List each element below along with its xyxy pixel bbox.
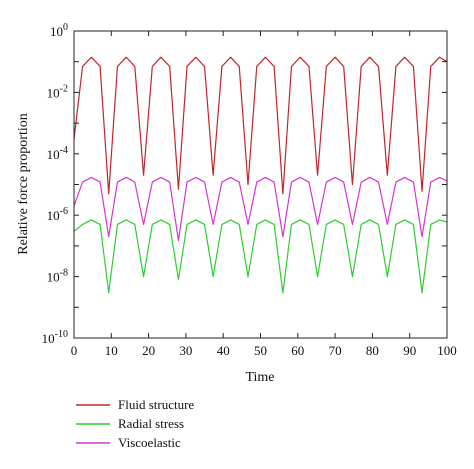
x-tick-label: 40 <box>217 343 230 358</box>
x-tick-label: 100 <box>437 343 457 358</box>
y-tick-label: 10-2 <box>47 83 68 100</box>
x-tick-label: 70 <box>329 343 342 358</box>
legend-label: Fluid structure <box>118 397 194 412</box>
y-tick-label: 10-4 <box>47 145 68 162</box>
x-tick-label: 20 <box>142 343 155 358</box>
x-ticks: 0 10 20 30 40 50 60 70 80 90 100 <box>71 31 457 358</box>
y-tick-label: 100 <box>50 22 68 39</box>
y-ticks: 100 10-2 10-4 10-6 10-8 10-10 <box>42 22 447 346</box>
x-tick-label: 50 <box>254 343 267 358</box>
series-line-1 <box>73 219 448 294</box>
series-line-2 <box>73 176 448 242</box>
y-axis-label: Relative force proportion <box>16 113 31 255</box>
y-tick-label: 10-10 <box>42 329 68 346</box>
legend-label: Viscoelastic <box>118 435 181 450</box>
x-tick-label: 0 <box>71 343 78 358</box>
series-layer <box>73 56 448 294</box>
x-tick-label: 10 <box>105 343 118 358</box>
legend-label: Radial stress <box>118 416 184 431</box>
x-axis-label: Time <box>245 370 274 385</box>
x-tick-label: 80 <box>366 343 379 358</box>
x-tick-label: 90 <box>403 343 416 358</box>
x-tick-label: 30 <box>179 343 192 358</box>
plot-frame <box>73 30 448 339</box>
y-tick-label: 10-8 <box>47 268 68 285</box>
y-tick-label: 10-6 <box>47 206 68 223</box>
legend: Fluid structure Radial stress Viscoelastic <box>76 397 194 450</box>
series-line-0 <box>73 56 448 195</box>
x-tick-label: 60 <box>291 343 304 358</box>
